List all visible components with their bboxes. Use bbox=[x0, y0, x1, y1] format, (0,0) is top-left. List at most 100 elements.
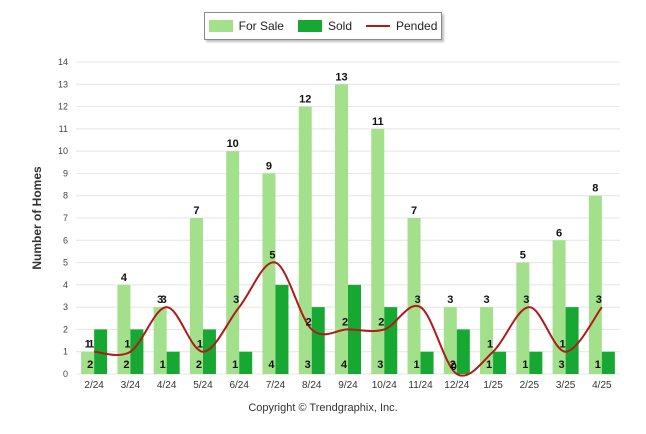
data-label-pended: 3 bbox=[596, 294, 602, 306]
x-tick-label: 11/24 bbox=[408, 380, 433, 391]
data-label-sold: 3 bbox=[559, 359, 565, 371]
legend: For Sale Sold Pended bbox=[204, 12, 442, 40]
bar-sold bbox=[529, 351, 543, 374]
bar-sold bbox=[384, 307, 398, 374]
bar-for-sale bbox=[189, 218, 203, 374]
data-label-for-sale: 6 bbox=[556, 227, 562, 239]
bar-sold bbox=[202, 329, 216, 374]
data-label-pended: 2 bbox=[306, 316, 312, 328]
y-tick-label: 6 bbox=[63, 235, 68, 245]
data-label-pended: 1 bbox=[124, 339, 130, 351]
y-tick-label: 14 bbox=[58, 57, 68, 67]
x-tick-label: 12/24 bbox=[444, 380, 469, 391]
x-tick-label: 5/24 bbox=[193, 380, 213, 391]
x-tick-label: 7/24 bbox=[266, 380, 286, 391]
bar-for-sale bbox=[262, 173, 276, 374]
data-label-for-sale: 8 bbox=[592, 183, 598, 195]
y-tick-label: 10 bbox=[58, 146, 68, 156]
y-tick-label: 8 bbox=[63, 191, 68, 201]
data-label-sold: 1 bbox=[232, 359, 238, 371]
data-label-sold: 4 bbox=[268, 359, 275, 371]
x-tick-label: 3/24 bbox=[121, 380, 141, 391]
data-label-pended: 1 bbox=[88, 339, 94, 351]
data-label-for-sale: 7 bbox=[193, 205, 199, 217]
x-tick-label: 3/25 bbox=[556, 380, 576, 391]
x-tick-label: 4/25 bbox=[592, 380, 612, 391]
copyright-text: Copyright © Trendgraphix, Inc. bbox=[248, 402, 398, 414]
x-tick-label: 2/25 bbox=[520, 380, 540, 391]
x-tick-label: 6/24 bbox=[229, 380, 249, 391]
legend-item-for-sale[interactable]: For Sale bbox=[208, 19, 284, 33]
y-tick-label: 2 bbox=[63, 324, 68, 334]
data-label-for-sale: 3 bbox=[484, 294, 490, 306]
data-label-pended: 0 bbox=[451, 361, 457, 373]
data-label-sold: 1 bbox=[522, 359, 528, 371]
data-label-pended: 5 bbox=[269, 250, 275, 262]
data-label-sold: 2 bbox=[123, 359, 129, 371]
y-axis-title: Number of Homes bbox=[30, 166, 44, 270]
x-tick-label: 1/25 bbox=[483, 380, 503, 391]
bar-sold bbox=[311, 307, 325, 374]
x-tick-label: 2/24 bbox=[84, 380, 104, 391]
data-label-pended: 3 bbox=[414, 294, 420, 306]
bar-sold bbox=[565, 307, 579, 374]
data-label-pended: 2 bbox=[378, 316, 384, 328]
data-label-sold: 2 bbox=[87, 359, 93, 371]
data-label-pended: 3 bbox=[161, 294, 167, 306]
data-label-sold: 1 bbox=[160, 359, 166, 371]
y-tick-label: 4 bbox=[63, 280, 68, 290]
bar-for-sale bbox=[226, 151, 240, 374]
data-label-for-sale: 1 bbox=[85, 339, 91, 351]
bar-sold bbox=[166, 351, 180, 374]
y-tick-label: 0 bbox=[63, 369, 68, 379]
data-label-for-sale: 12 bbox=[299, 94, 311, 106]
y-tick-label: 5 bbox=[63, 258, 68, 268]
data-label-pended: 3 bbox=[233, 294, 239, 306]
legend-item-sold[interactable]: Sold bbox=[297, 19, 352, 33]
data-label-sold: 1 bbox=[413, 359, 419, 371]
data-label-sold: 2 bbox=[196, 359, 202, 371]
data-label-pended: 2 bbox=[342, 316, 348, 328]
pended-line-path bbox=[94, 261, 603, 377]
y-tick-label: 9 bbox=[63, 168, 68, 178]
bar-sold bbox=[493, 351, 507, 374]
data-label-sold: 1 bbox=[595, 359, 601, 371]
for-sale-swatch bbox=[208, 20, 233, 32]
y-tick-label: 1 bbox=[63, 347, 68, 357]
legend-label-sold: Sold bbox=[327, 19, 352, 33]
x-tick-label: 8/24 bbox=[302, 380, 322, 391]
bar-for-sale bbox=[407, 218, 421, 374]
bar-sold bbox=[239, 351, 253, 374]
x-tick-label: 9/24 bbox=[338, 380, 358, 391]
y-tick-label: 7 bbox=[63, 213, 68, 223]
bar-for-sale bbox=[371, 128, 385, 374]
sold-swatch bbox=[297, 20, 322, 32]
data-label-pended: 1 bbox=[560, 339, 566, 351]
bar-for-sale bbox=[81, 351, 95, 374]
legend-item-pended[interactable]: Pended bbox=[366, 19, 437, 33]
data-label-sold: 3 bbox=[305, 359, 311, 371]
data-label-pended: 3 bbox=[523, 294, 529, 306]
data-label-for-sale: 3 bbox=[447, 294, 453, 306]
bar-for-sale bbox=[443, 307, 457, 374]
pended-line bbox=[94, 261, 603, 377]
data-label-for-sale: 10 bbox=[227, 138, 239, 150]
data-label-for-sale: 3 bbox=[157, 294, 163, 306]
bar-sold bbox=[94, 329, 108, 374]
data-label-for-sale: 5 bbox=[520, 250, 526, 262]
legend-label-for-sale: For Sale bbox=[238, 19, 284, 33]
bar-sold bbox=[420, 351, 434, 374]
y-tick-label: 12 bbox=[58, 102, 68, 112]
data-label-pended: 1 bbox=[487, 339, 493, 351]
bar-sold bbox=[601, 351, 615, 374]
data-label-for-sale: 11 bbox=[372, 116, 384, 128]
bar-sold bbox=[275, 284, 289, 374]
bar-for-sale bbox=[552, 240, 566, 374]
bar-for-sale bbox=[117, 284, 131, 374]
bar-for-sale bbox=[516, 262, 530, 374]
bar-for-sale bbox=[588, 195, 602, 374]
data-label-sold: 4 bbox=[341, 359, 348, 371]
